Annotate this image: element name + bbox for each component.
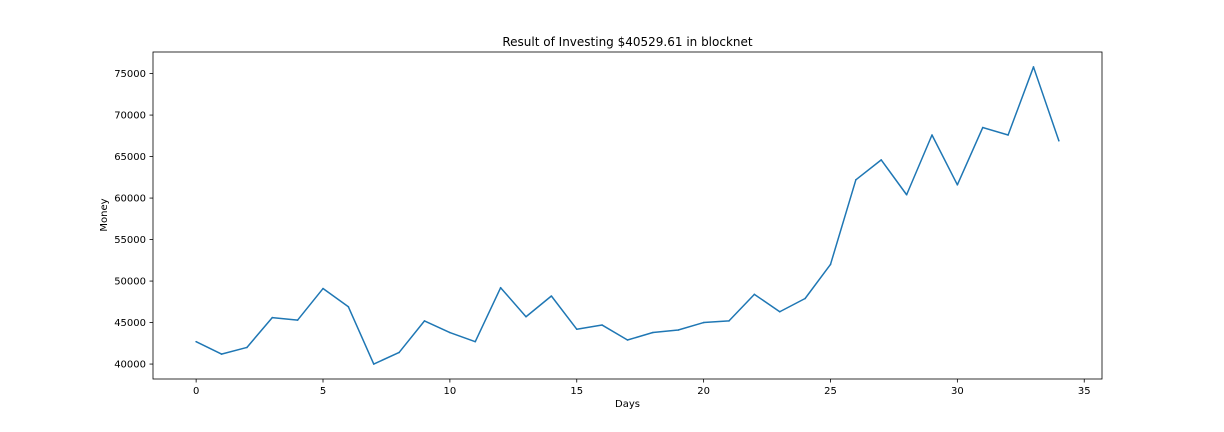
x-axis: 0 5 10 15 20 25 30 35 — [193, 379, 1091, 397]
data-point — [981, 126, 984, 129]
data-point — [499, 286, 502, 289]
x-tick-label: 15 — [570, 386, 583, 397]
data-point — [347, 305, 350, 308]
data-point — [449, 331, 451, 334]
data-point — [652, 331, 654, 334]
y-tick-label: 55000 — [114, 235, 146, 246]
data-point — [778, 310, 781, 313]
data-point — [1007, 134, 1009, 136]
data-point — [195, 340, 197, 343]
data-point — [956, 183, 959, 186]
x-tick-label: 35 — [1078, 386, 1091, 397]
x-axis-label: Days — [615, 399, 640, 410]
x-tick-label: 0 — [193, 386, 199, 397]
x-tick-label: 30 — [951, 386, 964, 397]
y-axis-label: Money — [99, 198, 110, 231]
data-point — [398, 351, 400, 354]
y-tick-label: 45000 — [114, 318, 146, 329]
data-point — [525, 315, 527, 318]
data-point — [550, 295, 553, 297]
data-point — [1032, 66, 1035, 68]
plot-area — [195, 66, 1060, 365]
x-tick-label: 25 — [824, 386, 837, 397]
y-tick-label: 50000 — [114, 277, 146, 288]
data-point — [626, 339, 629, 341]
data-point — [220, 353, 223, 355]
y-tick-label: 60000 — [114, 194, 146, 205]
x-tick-label: 20 — [697, 386, 710, 397]
data-point — [804, 297, 806, 300]
data-point — [702, 321, 705, 324]
data-point — [931, 134, 933, 136]
chart-title: Result of Investing $40529.61 in blockne… — [502, 35, 753, 49]
data-point — [423, 320, 426, 322]
data-point — [728, 320, 730, 322]
data-point — [880, 159, 883, 161]
data-point — [1058, 140, 1060, 142]
y-tick-label: 70000 — [114, 111, 146, 122]
data-point — [474, 340, 477, 343]
data-point — [677, 329, 680, 331]
data-point — [296, 319, 299, 321]
data-point — [372, 363, 375, 365]
data-point — [246, 346, 248, 349]
data-point — [575, 328, 578, 331]
data-point — [905, 193, 908, 196]
x-tick-label: 5 — [320, 386, 326, 397]
data-point — [829, 263, 832, 266]
data-point — [271, 316, 274, 319]
data-point — [753, 293, 756, 296]
x-tick-label: 10 — [444, 386, 457, 397]
y-tick-label: 75000 — [114, 69, 146, 80]
y-axis: 40000 45000 50000 55000 60000 65000 70000 75000 — [114, 69, 153, 371]
data-point — [601, 324, 603, 326]
y-tick-label: 40000 — [114, 360, 146, 371]
y-tick-label: 65000 — [114, 152, 146, 163]
data-point — [322, 287, 324, 290]
plot-frame — [152, 51, 1103, 380]
data-point — [855, 179, 857, 181]
